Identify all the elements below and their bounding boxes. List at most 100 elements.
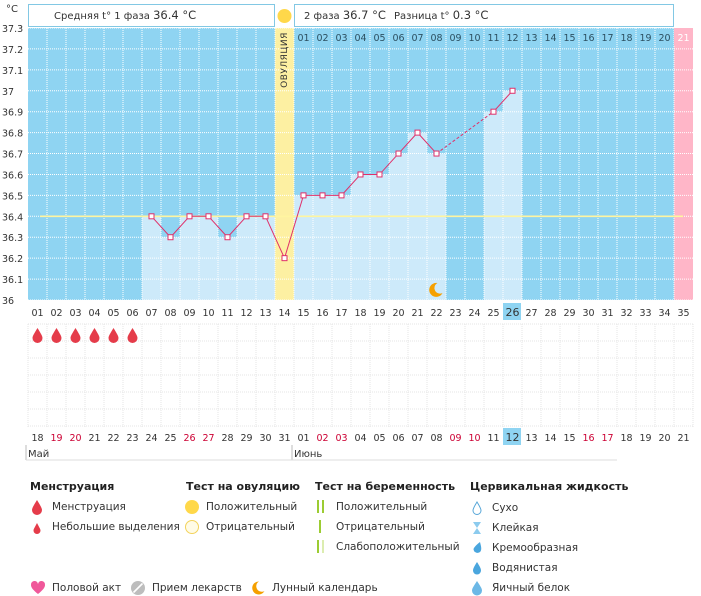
cycle-day-label[interactable]: 25 [487,308,499,319]
cycle-day-label[interactable]: 09 [183,308,195,319]
legend-pregnancy-positive-label: Положительный [336,501,428,513]
temperature-point-day-25[interactable] [490,108,497,115]
calendar-date-label[interactable]: 25 [164,433,176,444]
cycle-day-label[interactable]: 31 [601,308,613,319]
calendar-date-label[interactable]: 27 [202,433,214,444]
cycle-day-label[interactable]: 05 [107,308,119,319]
calendar-date-label[interactable]: 12 [506,431,520,444]
calendar-date-label[interactable]: 20 [69,433,81,444]
calendar-date-label[interactable]: 08 [430,433,442,444]
cycle-day-label[interactable]: 24 [468,308,480,319]
calendar-date-label[interactable]: 09 [449,433,461,444]
calendar-date-label[interactable]: 19 [639,433,651,444]
sun-outline-icon [185,520,199,534]
calendar-date-label[interactable]: 03 [335,433,347,444]
cycle-day-label[interactable]: 08 [164,308,176,319]
cycle-day-label[interactable]: 28 [544,308,556,319]
menstruation-drop-day-5[interactable] [108,328,119,343]
next-cycle-column [674,28,693,300]
temperature-point-day-21[interactable] [414,129,421,136]
calendar-date-label[interactable]: 31 [278,433,290,444]
menstruation-drop-day-6[interactable] [127,328,138,343]
cycle-day-label[interactable]: 29 [563,308,575,319]
temperature-point-day-7[interactable] [148,213,155,220]
calendar-date-label[interactable]: 17 [601,433,613,444]
cycle-day-label[interactable]: 14 [278,308,290,319]
menstruation-drop-day-1[interactable] [32,328,43,343]
menstruation-drop-day-4[interactable] [89,328,100,343]
cycle-day-label[interactable]: 01 [31,308,43,319]
temperature-point-day-9[interactable] [186,213,193,220]
temperature-point-day-17[interactable] [338,192,345,199]
cycle-day-label[interactable]: 13 [259,308,271,319]
cycle-day-label[interactable]: 16 [316,308,328,319]
calendar-date-label[interactable]: 19 [50,433,62,444]
calendar-date-label[interactable]: 21 [88,433,100,444]
cycle-day-label[interactable]: 23 [449,308,461,319]
calendar-date-label[interactable]: 11 [487,433,499,444]
calendar-date-label[interactable]: 14 [544,433,556,444]
calendar-date-label[interactable]: 20 [658,433,670,444]
calendar-date-label[interactable]: 01 [297,433,309,444]
cycle-day-label[interactable]: 27 [525,308,537,319]
phase1-header-box [28,4,275,27]
calendar-date-label[interactable]: 28 [221,433,233,444]
cycle-day-label[interactable]: 07 [145,308,157,319]
moon-icon [429,282,443,297]
calendar-date-label[interactable]: 07 [411,433,423,444]
calendar-date-label[interactable]: 29 [240,433,252,444]
cycle-day-label[interactable]: 17 [335,308,347,319]
calendar-date-label[interactable]: 10 [468,433,480,444]
temperature-point-day-10[interactable] [205,213,212,220]
temperature-point-day-19[interactable] [376,171,383,178]
temperature-point-day-18[interactable] [357,171,364,178]
cycle-day-label[interactable]: 03 [69,308,81,319]
temperature-point-day-8[interactable] [167,234,174,241]
cycle-day-label[interactable]: 19 [373,308,385,319]
cycle-day-label[interactable]: 34 [658,308,670,319]
calendar-date-label[interactable]: 30 [259,433,271,444]
cycle-day-label[interactable]: 26 [506,306,520,319]
cycle-day-label[interactable]: 11 [221,308,233,319]
temperature-point-day-26[interactable] [509,87,516,94]
cycle-day-label[interactable]: 18 [354,308,366,319]
temperature-point-day-15[interactable] [300,192,307,199]
calendar-date-label[interactable]: 26 [183,433,195,444]
menstruation-drop-day-2[interactable] [51,328,62,343]
temperature-point-day-16[interactable] [319,192,326,199]
cycle-day-label[interactable]: 12 [240,308,252,319]
calendar-date-label[interactable]: 05 [373,433,385,444]
temperature-point-day-20[interactable] [395,150,402,157]
cycle-day-label[interactable]: 32 [620,308,632,319]
cycle-day-label[interactable]: 04 [88,308,100,319]
cycle-day-label[interactable]: 22 [430,308,442,319]
cycle-day-label[interactable]: 10 [202,308,214,319]
temperature-point-day-11[interactable] [224,234,231,241]
cycle-day-label[interactable]: 20 [392,308,404,319]
temperature-point-day-12[interactable] [243,213,250,220]
cycle-day-label[interactable]: 35 [677,308,689,319]
calendar-date-label[interactable]: 24 [145,433,157,444]
menstruation-drop-day-3[interactable] [70,328,81,343]
calendar-date-label[interactable]: 18 [620,433,632,444]
calendar-date-label[interactable]: 13 [525,433,537,444]
calendar-date-label[interactable]: 16 [582,433,594,444]
cycle-day-label[interactable]: 21 [411,308,423,319]
cycle-day-label[interactable]: 06 [126,308,138,319]
temperature-point-day-13[interactable] [262,213,269,220]
cycle-day-label[interactable]: 15 [297,308,309,319]
calendar-date-label[interactable]: 02 [316,433,328,444]
calendar-date-label[interactable]: 06 [392,433,404,444]
calendar-date-label[interactable]: 21 [677,433,689,444]
phase2-day-label: 09 [449,33,461,44]
calendar-date-label[interactable]: 15 [563,433,575,444]
cycle-day-label[interactable]: 30 [582,308,594,319]
calendar-date-label[interactable]: 22 [107,433,119,444]
cycle-day-label[interactable]: 33 [639,308,651,319]
temperature-point-day-22[interactable] [433,150,440,157]
cycle-day-label[interactable]: 02 [50,308,62,319]
calendar-date-label[interactable]: 04 [354,433,366,444]
calendar-date-label[interactable]: 18 [31,433,43,444]
calendar-date-label[interactable]: 23 [126,433,138,444]
temperature-point-day-14[interactable] [281,255,288,262]
